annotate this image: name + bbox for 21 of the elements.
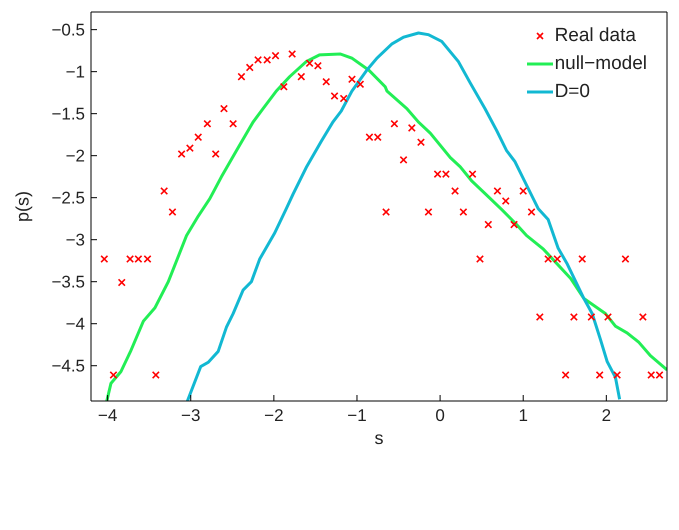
x-tick-label: −3 xyxy=(181,406,200,426)
x-tick-label: 0 xyxy=(435,406,445,426)
y-tick-label: −3.5 xyxy=(51,272,85,292)
y-tick-label: −1.5 xyxy=(51,104,85,124)
y-tick-label: −1 xyxy=(66,62,85,82)
x-tick-label: −1 xyxy=(347,406,367,426)
y-tick-label: −2 xyxy=(66,146,85,166)
legend-label: Real data xyxy=(554,24,636,48)
x-axis-title: s xyxy=(374,428,384,448)
x-tick-label: 1 xyxy=(518,406,528,426)
y-tick-label: −0.5 xyxy=(51,20,85,40)
y-tick-label: −2.5 xyxy=(51,188,85,208)
y-tick-label: −4 xyxy=(66,314,85,334)
legend-label: null−model xyxy=(554,52,647,76)
y-tick-label: −4.5 xyxy=(51,356,85,376)
x-tick-label: −4 xyxy=(98,406,118,426)
x-tick-label: 2 xyxy=(602,406,612,426)
x-tick-label: −2 xyxy=(264,406,284,426)
y-axis-title: p(s) xyxy=(12,191,32,222)
y-tick-label: −3 xyxy=(66,230,85,250)
legend-label: D=0 xyxy=(554,80,590,104)
